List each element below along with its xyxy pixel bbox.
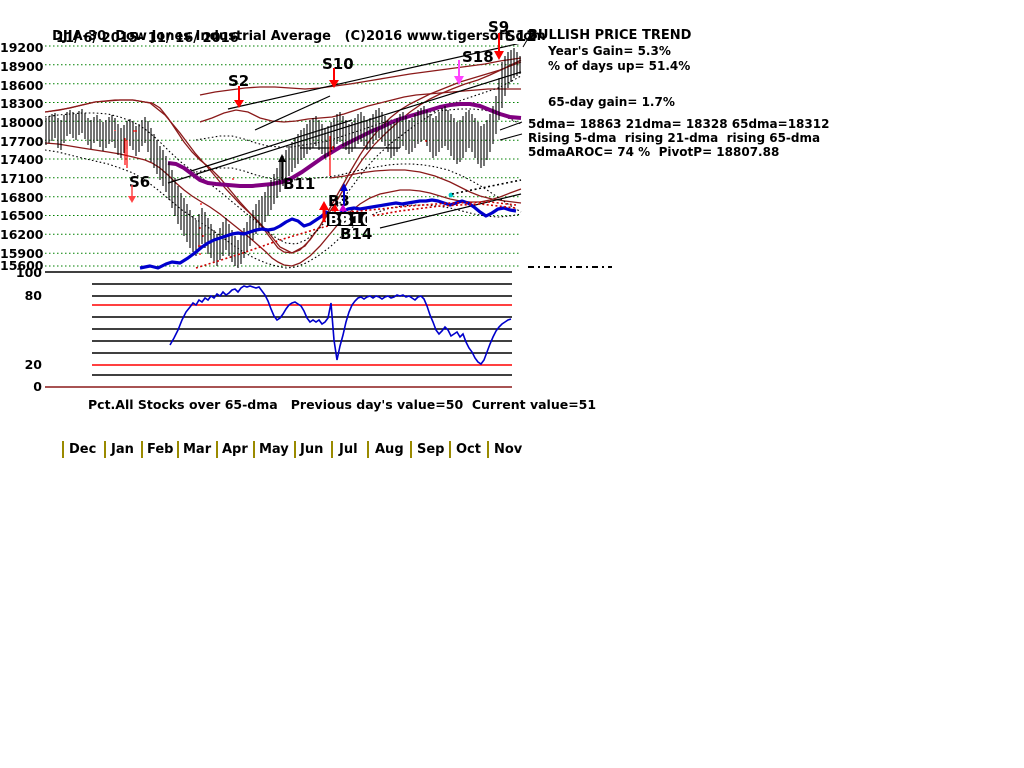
moving-averages: 5dma= 18863 21dma= 18328 65dma=18312	[528, 117, 830, 131]
gain-65-day: 65-day gain= 1.7%	[548, 95, 675, 109]
month-separator	[449, 441, 451, 458]
month-label-apr[interactable]: Apr	[222, 442, 248, 457]
arrow-down-s10	[329, 68, 339, 88]
month-separator	[104, 441, 106, 458]
years-gain: Year's Gain= 5.3%	[548, 44, 671, 58]
signal-label-s18[interactable]: S18	[462, 48, 494, 66]
month-label-sep[interactable]: Sep	[417, 442, 445, 457]
month-label-dec[interactable]: Dec	[69, 442, 97, 457]
month-label-oct[interactable]: Oct	[456, 442, 481, 457]
month-label-nov[interactable]: Nov	[494, 442, 523, 457]
month-label-mar[interactable]: Mar	[183, 442, 212, 457]
arrow-up-b3-blue	[340, 183, 348, 206]
month-separator	[487, 441, 489, 458]
chart-symbol: DJIA-30	[52, 29, 107, 44]
lower-panel-footer: Pct.All Stocks over 65-dma Previous day'…	[88, 397, 597, 412]
lower-panel-grid	[45, 271, 512, 388]
trendlines	[167, 44, 522, 229]
signal-label-b9[interactable]: B9	[328, 211, 350, 229]
price-bar-red-ticks	[114, 130, 427, 255]
month-label-jun[interactable]: Jun	[300, 442, 324, 457]
month-separator	[331, 441, 333, 458]
month-label-may[interactable]: May	[259, 442, 289, 457]
month-separator	[367, 441, 369, 458]
pct-days-up: % of days up= 51.4%	[548, 59, 691, 73]
date-range: 11/ 6/ 2015- 11/ 16/ 2016	[56, 31, 239, 46]
chart-title: DJIA-30 Dow Jones Industrial Average (C)…	[34, 14, 546, 59]
signal-label-b10[interactable]: B10	[340, 211, 373, 229]
chart-name: Dow Jones Industrial Average	[115, 29, 331, 44]
trend-headline: BULLISH PRICE TREND	[528, 28, 692, 43]
arrow-down-s6	[128, 185, 136, 203]
dotted-segment	[451, 179, 522, 195]
signal-label-s2[interactable]: S2	[228, 72, 250, 90]
month-separator	[177, 441, 179, 458]
ma-purple-line	[167, 102, 522, 188]
arrow-up-b11	[278, 154, 286, 180]
signal-label-s10[interactable]: S10	[322, 55, 354, 73]
month-separator	[294, 441, 296, 458]
signal-label-s6[interactable]: S6	[129, 173, 151, 191]
arrow-down-s18	[454, 60, 464, 85]
signal-label-b11[interactable]: B11	[283, 175, 316, 193]
month-label-feb[interactable]: Feb	[147, 442, 174, 457]
chart-copyright: (C)2016 www.tigersoft.com	[344, 29, 546, 44]
arrow-down-s2	[234, 86, 244, 108]
month-separator	[253, 441, 255, 458]
arrow-up-b3-red	[319, 201, 329, 222]
annotation-leader-lines	[499, 34, 531, 141]
month-label-jan[interactable]: Jan	[111, 442, 134, 457]
month-separator	[62, 441, 64, 458]
month-label-aug[interactable]: Aug	[375, 442, 404, 457]
month-separator	[141, 441, 143, 458]
accumulation-trendline	[195, 203, 517, 269]
rising-mas: Rising 5-dma rising 21-dma rising 65-dma	[528, 131, 821, 145]
month-separator	[410, 441, 412, 458]
aroc-pivot: 5dmaAROC= 74 % PivotP= 18807.88	[528, 145, 780, 159]
month-label-jul[interactable]: Jul	[339, 442, 358, 457]
signal-label-s9[interactable]: S9	[488, 18, 510, 36]
signal-label-b14[interactable]: B14	[340, 225, 373, 243]
signal-highlight-box	[327, 212, 367, 226]
pct-stocks-line	[169, 285, 512, 366]
arrow-down-s9	[494, 33, 504, 60]
month-separator	[216, 441, 218, 458]
signal-label-s12[interactable]: S12	[505, 27, 537, 45]
